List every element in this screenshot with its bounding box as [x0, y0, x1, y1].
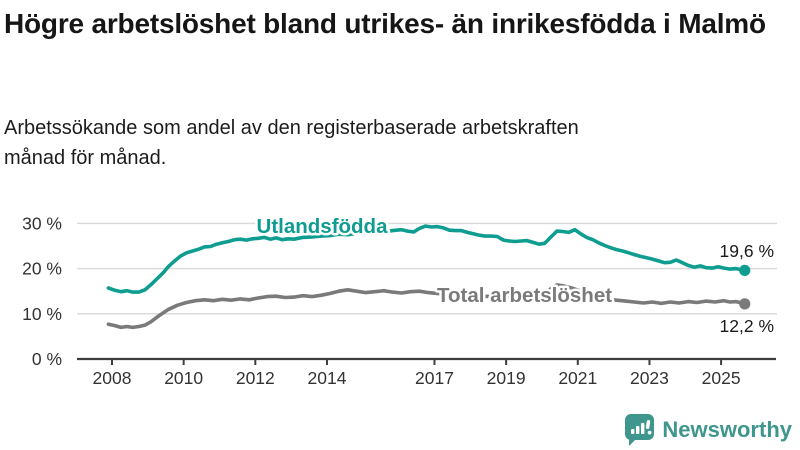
series-line-utlandsfodda [106, 224, 747, 294]
newsworthy-logo-icon [625, 414, 655, 446]
y-tick-label-30: 30 % [22, 213, 62, 233]
x-tick-label-2014: 2014 [308, 368, 347, 388]
end-dot-total-arbetsloshet [739, 298, 751, 310]
end-value-label-utlandsfodda: 19,6 % [720, 241, 774, 261]
brand-name: Newsworthy [662, 416, 792, 442]
chart-subtitle: Arbetssökande som andel av den registerb… [4, 117, 579, 169]
end-value-label-total-arbetsloshet: 12,2 % [720, 316, 774, 336]
y-tick-label-10: 10 % [22, 304, 62, 324]
series-label-total-arbetsloshet: Total arbetslöshet [437, 284, 612, 307]
x-tick-label-2021: 2021 [558, 368, 597, 388]
x-tick-label-2025: 2025 [702, 368, 741, 388]
chart-title: Högre arbetslöshet bland utrikes- än inr… [4, 8, 766, 39]
x-tick-label-2019: 2019 [487, 368, 526, 388]
x-tick-label-2012: 2012 [236, 368, 275, 388]
series-line-total-arbetsloshet [106, 283, 747, 330]
end-dot-utlandsfodda [739, 264, 751, 277]
x-tick-label-2017: 2017 [415, 368, 454, 388]
y-tick-label-20: 20 % [22, 259, 62, 279]
y-tick-label-0: 0 % [32, 349, 62, 369]
x-tick-label-2023: 2023 [630, 368, 669, 388]
x-tick-label-2008: 2008 [93, 368, 132, 388]
series-label-utlandsfodda: Utlandsfödda [257, 215, 389, 238]
newsworthy-brand-link[interactable]: Newsworthy [624, 413, 792, 446]
x-tick-label-2010: 2010 [164, 368, 203, 388]
